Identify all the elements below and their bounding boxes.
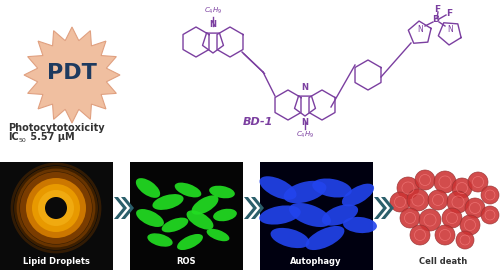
Circle shape xyxy=(452,178,472,198)
Text: N: N xyxy=(302,83,308,92)
Text: $C_4H_9$: $C_4H_9$ xyxy=(204,6,222,16)
Text: PDT: PDT xyxy=(47,63,97,83)
Text: N: N xyxy=(302,118,308,127)
Polygon shape xyxy=(244,197,257,219)
Text: Cell death: Cell death xyxy=(419,258,467,266)
Ellipse shape xyxy=(342,184,374,206)
Ellipse shape xyxy=(322,204,358,226)
Ellipse shape xyxy=(289,203,331,227)
Circle shape xyxy=(45,197,67,219)
Text: Autophagy: Autophagy xyxy=(290,258,342,266)
Circle shape xyxy=(468,172,488,192)
Circle shape xyxy=(14,166,98,250)
Ellipse shape xyxy=(177,234,203,250)
Text: 5.57 μM: 5.57 μM xyxy=(27,132,74,142)
Text: BD-1: BD-1 xyxy=(243,117,273,127)
Circle shape xyxy=(32,184,80,232)
Circle shape xyxy=(410,225,430,245)
Ellipse shape xyxy=(306,226,344,250)
Text: $C_4H_9$: $C_4H_9$ xyxy=(296,130,314,140)
Ellipse shape xyxy=(206,229,230,241)
Polygon shape xyxy=(121,197,134,219)
Circle shape xyxy=(397,177,419,199)
Polygon shape xyxy=(381,197,394,219)
Circle shape xyxy=(419,209,441,231)
Circle shape xyxy=(442,208,462,228)
Bar xyxy=(260,162,373,270)
Circle shape xyxy=(407,189,429,211)
Circle shape xyxy=(400,208,420,228)
Bar xyxy=(130,162,243,270)
Ellipse shape xyxy=(148,233,172,247)
Ellipse shape xyxy=(186,210,214,230)
Text: 50: 50 xyxy=(19,137,27,143)
Ellipse shape xyxy=(284,181,327,203)
Text: N: N xyxy=(447,25,453,35)
Circle shape xyxy=(428,190,448,210)
Ellipse shape xyxy=(213,209,237,221)
Text: B: B xyxy=(432,15,440,25)
Text: ROS: ROS xyxy=(176,258,196,266)
Ellipse shape xyxy=(209,186,235,198)
Ellipse shape xyxy=(136,178,160,198)
Circle shape xyxy=(460,215,480,235)
Ellipse shape xyxy=(136,209,164,227)
Ellipse shape xyxy=(162,218,188,232)
Text: IC: IC xyxy=(8,132,19,142)
Ellipse shape xyxy=(174,183,202,197)
Ellipse shape xyxy=(260,205,300,225)
Circle shape xyxy=(38,190,74,226)
Text: N: N xyxy=(210,20,216,29)
Ellipse shape xyxy=(260,176,296,200)
Circle shape xyxy=(456,231,474,249)
Text: Lipid Droplets: Lipid Droplets xyxy=(22,258,90,266)
Circle shape xyxy=(415,170,435,190)
Text: F: F xyxy=(446,9,452,19)
Circle shape xyxy=(390,192,410,212)
Circle shape xyxy=(481,186,499,204)
Ellipse shape xyxy=(343,217,377,233)
Ellipse shape xyxy=(312,178,352,198)
Text: N: N xyxy=(417,25,423,35)
Ellipse shape xyxy=(270,228,310,248)
Circle shape xyxy=(465,198,485,218)
Polygon shape xyxy=(251,197,264,219)
Circle shape xyxy=(481,206,499,224)
Ellipse shape xyxy=(152,194,184,210)
Circle shape xyxy=(26,178,86,238)
Text: F: F xyxy=(434,5,440,15)
Polygon shape xyxy=(374,197,387,219)
Circle shape xyxy=(435,225,455,245)
Bar xyxy=(0,162,113,270)
Circle shape xyxy=(434,171,456,193)
Polygon shape xyxy=(24,27,120,123)
Circle shape xyxy=(20,172,92,244)
Ellipse shape xyxy=(192,195,218,215)
Text: Photocytotoxicity: Photocytotoxicity xyxy=(8,123,104,133)
Circle shape xyxy=(447,191,469,213)
Polygon shape xyxy=(114,197,127,219)
